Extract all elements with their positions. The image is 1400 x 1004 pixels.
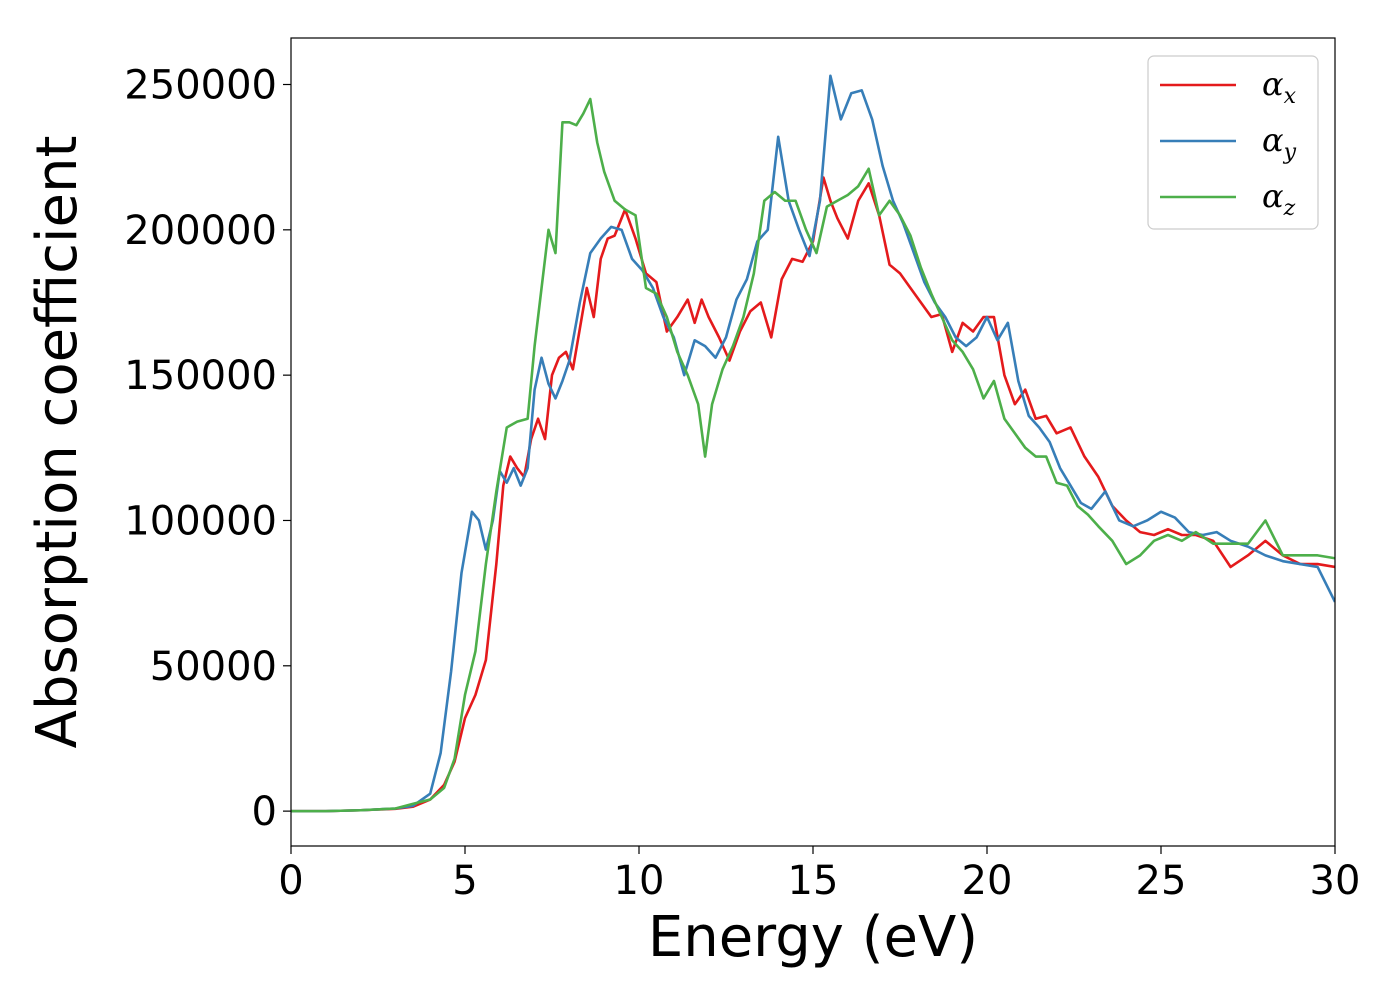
- x-axis: 0 5 10 15 20 25 30: [278, 846, 1360, 904]
- y-axis-title: Absorption coefficient: [25, 136, 90, 749]
- series-line-alpha-y: [291, 74, 1335, 813]
- y-tick-label: 150000: [124, 353, 277, 399]
- series-layer: [291, 74, 1335, 813]
- legend-box: [1147, 55, 1319, 230]
- x-tick-label: 15: [788, 858, 839, 904]
- y-tick-label: 0: [252, 789, 277, 835]
- legend: αx αy αz: [1147, 55, 1319, 230]
- y-axis: 0 50000 100000 150000 200000 250000: [124, 63, 291, 835]
- x-tick-label: 0: [278, 858, 303, 904]
- y-tick-label: 250000: [124, 63, 277, 109]
- x-tick-label: 10: [614, 858, 665, 904]
- x-tick-label: 30: [1310, 858, 1361, 904]
- series-line-alpha-z: [291, 97, 1335, 813]
- y-tick-label: 100000: [124, 498, 277, 544]
- legend-label-alpha-z: αz: [1262, 177, 1296, 221]
- series-line-alpha-x: [291, 176, 1335, 813]
- x-tick-label: 5: [452, 858, 477, 904]
- x-axis-title: Energy (eV): [648, 905, 978, 970]
- y-tick-label: 50000: [150, 644, 277, 690]
- y-tick-label: 200000: [124, 208, 277, 254]
- x-tick-label: 20: [962, 858, 1013, 904]
- x-tick-label: 25: [1136, 858, 1187, 904]
- legend-label-alpha-y: αy: [1262, 121, 1297, 165]
- legend-label-alpha-x: αx: [1262, 65, 1297, 109]
